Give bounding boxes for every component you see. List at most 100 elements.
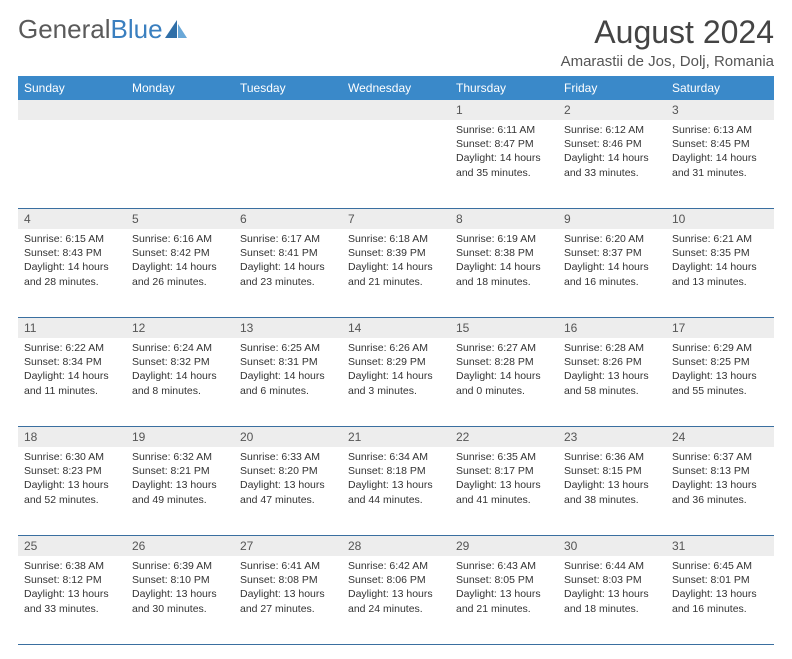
day-number-row: 45678910 (18, 209, 774, 230)
weekday-header: Monday (126, 76, 234, 100)
sunset-line: Sunset: 8:34 PM (24, 355, 120, 369)
weekday-header: Thursday (450, 76, 558, 100)
sunset-line: Sunset: 8:01 PM (672, 573, 768, 587)
header: GeneralBlue August 2024 Amarastii de Jos… (18, 14, 774, 70)
daylight-line: Daylight: 13 hours and 24 minutes. (348, 587, 444, 615)
weekday-header: Wednesday (342, 76, 450, 100)
day-number: 27 (234, 536, 342, 557)
brand-part2: Blue (111, 14, 163, 45)
daylight-line: Daylight: 14 hours and 18 minutes. (456, 260, 552, 288)
day-cell-body: Sunrise: 6:30 AMSunset: 8:23 PMDaylight:… (18, 447, 126, 513)
day-cell: Sunrise: 6:37 AMSunset: 8:13 PMDaylight:… (666, 447, 774, 536)
daylight-line: Daylight: 13 hours and 47 minutes. (240, 478, 336, 506)
daylight-line: Daylight: 14 hours and 3 minutes. (348, 369, 444, 397)
day-number: 4 (18, 209, 126, 230)
brand-part1: General (18, 14, 111, 45)
sunrise-line: Sunrise: 6:44 AM (564, 559, 660, 573)
daylight-line: Daylight: 14 hours and 11 minutes. (24, 369, 120, 397)
daylight-line: Daylight: 13 hours and 16 minutes. (672, 587, 768, 615)
sunset-line: Sunset: 8:05 PM (456, 573, 552, 587)
sunrise-line: Sunrise: 6:43 AM (456, 559, 552, 573)
day-content-row: Sunrise: 6:38 AMSunset: 8:12 PMDaylight:… (18, 556, 774, 645)
sunrise-line: Sunrise: 6:15 AM (24, 232, 120, 246)
day-number: 12 (126, 318, 234, 339)
day-cell: Sunrise: 6:13 AMSunset: 8:45 PMDaylight:… (666, 120, 774, 209)
day-number: 28 (342, 536, 450, 557)
day-number: 2 (558, 100, 666, 120)
sunrise-line: Sunrise: 6:22 AM (24, 341, 120, 355)
daylight-line: Daylight: 13 hours and 44 minutes. (348, 478, 444, 506)
sunrise-line: Sunrise: 6:33 AM (240, 450, 336, 464)
daylight-line: Daylight: 13 hours and 38 minutes. (564, 478, 660, 506)
day-cell: Sunrise: 6:16 AMSunset: 8:42 PMDaylight:… (126, 229, 234, 318)
day-cell: Sunrise: 6:44 AMSunset: 8:03 PMDaylight:… (558, 556, 666, 645)
daylight-line: Daylight: 13 hours and 49 minutes. (132, 478, 228, 506)
calendar-table: SundayMondayTuesdayWednesdayThursdayFrid… (18, 76, 774, 645)
day-cell (126, 120, 234, 209)
day-cell-body: Sunrise: 6:17 AMSunset: 8:41 PMDaylight:… (234, 229, 342, 295)
day-cell-body: Sunrise: 6:34 AMSunset: 8:18 PMDaylight:… (342, 447, 450, 513)
day-cell (18, 120, 126, 209)
day-number (234, 100, 342, 120)
day-cell-body: Sunrise: 6:12 AMSunset: 8:46 PMDaylight:… (558, 120, 666, 186)
day-cell-body: Sunrise: 6:11 AMSunset: 8:47 PMDaylight:… (450, 120, 558, 186)
day-cell: Sunrise: 6:17 AMSunset: 8:41 PMDaylight:… (234, 229, 342, 318)
day-cell-body: Sunrise: 6:15 AMSunset: 8:43 PMDaylight:… (18, 229, 126, 295)
day-content-row: Sunrise: 6:30 AMSunset: 8:23 PM Daylight:… (18, 447, 774, 536)
sunset-line: Sunset: 8:35 PM (672, 246, 768, 260)
day-cell (342, 120, 450, 209)
day-cell: Sunrise: 6:29 AMSunset: 8:25 PMDaylight:… (666, 338, 774, 427)
day-cell-body: Sunrise: 6:28 AMSunset: 8:26 PMDaylight:… (558, 338, 666, 404)
day-number: 7 (342, 209, 450, 230)
sunrise-line: Sunrise: 6:29 AM (672, 341, 768, 355)
daylight-line: Daylight: 14 hours and 6 minutes. (240, 369, 336, 397)
day-number: 20 (234, 427, 342, 448)
sunset-line: Sunset: 8:20 PM (240, 464, 336, 478)
sunset-line: Sunset: 8:45 PM (672, 137, 768, 151)
sunrise-line: Sunrise: 6:36 AM (564, 450, 660, 464)
sunrise-line: Sunrise: 6:32 AM (132, 450, 228, 464)
day-number: 18 (18, 427, 126, 448)
sunrise-line: Sunrise: 6:30 AM (24, 450, 120, 464)
daylight-line: Daylight: 13 hours and 30 minutes. (132, 587, 228, 615)
day-cell-body: Sunrise: 6:24 AMSunset: 8:32 PMDaylight:… (126, 338, 234, 404)
sunset-line: Sunset: 8:43 PM (24, 246, 120, 260)
weekday-header-row: SundayMondayTuesdayWednesdayThursdayFrid… (18, 76, 774, 100)
location: Amarastii de Jos, Dolj, Romania (561, 53, 774, 70)
sunset-line: Sunset: 8:28 PM (456, 355, 552, 369)
daylight-line: Daylight: 14 hours and 26 minutes. (132, 260, 228, 288)
sunset-line: Sunset: 8:18 PM (348, 464, 444, 478)
weekday-header: Friday (558, 76, 666, 100)
day-number (342, 100, 450, 120)
day-cell-body: Sunrise: 6:16 AMSunset: 8:42 PMDaylight:… (126, 229, 234, 295)
day-number-row: 11121314151617 (18, 318, 774, 339)
sunset-line: Sunset: 8:21 PM (132, 464, 228, 478)
sunrise-line: Sunrise: 6:41 AM (240, 559, 336, 573)
daylight-line: Daylight: 13 hours and 58 minutes. (564, 369, 660, 397)
day-cell: Sunrise: 6:39 AMSunset: 8:10 PMDaylight:… (126, 556, 234, 645)
day-cell: Sunrise: 6:22 AMSunset: 8:34 PMDaylight:… (18, 338, 126, 427)
daylight-line: Daylight: 14 hours and 0 minutes. (456, 369, 552, 397)
sunrise-line: Sunrise: 6:11 AM (456, 123, 552, 137)
day-cell: Sunrise: 6:38 AMSunset: 8:12 PMDaylight:… (18, 556, 126, 645)
day-cell-body: Sunrise: 6:19 AMSunset: 8:38 PMDaylight:… (450, 229, 558, 295)
daylight-line: Daylight: 14 hours and 13 minutes. (672, 260, 768, 288)
sunset-line: Sunset: 8:23 PM (24, 464, 120, 478)
sunrise-line: Sunrise: 6:39 AM (132, 559, 228, 573)
daylight-line: Daylight: 14 hours and 23 minutes. (240, 260, 336, 288)
weekday-header: Sunday (18, 76, 126, 100)
daylight-line: Daylight: 13 hours and 21 minutes. (456, 587, 552, 615)
daylight-line: Daylight: 14 hours and 21 minutes. (348, 260, 444, 288)
sunrise-line: Sunrise: 6:13 AM (672, 123, 768, 137)
day-cell: Sunrise: 6:24 AMSunset: 8:32 PMDaylight:… (126, 338, 234, 427)
day-number: 29 (450, 536, 558, 557)
sunset-line: Sunset: 8:29 PM (348, 355, 444, 369)
sunrise-line: Sunrise: 6:12 AM (564, 123, 660, 137)
day-cell-body: Sunrise: 6:26 AMSunset: 8:29 PMDaylight:… (342, 338, 450, 404)
sunset-line: Sunset: 8:42 PM (132, 246, 228, 260)
day-number: 5 (126, 209, 234, 230)
day-number: 15 (450, 318, 558, 339)
daylight-line: Daylight: 14 hours and 33 minutes. (564, 151, 660, 179)
day-number: 13 (234, 318, 342, 339)
sunset-line: Sunset: 8:46 PM (564, 137, 660, 151)
